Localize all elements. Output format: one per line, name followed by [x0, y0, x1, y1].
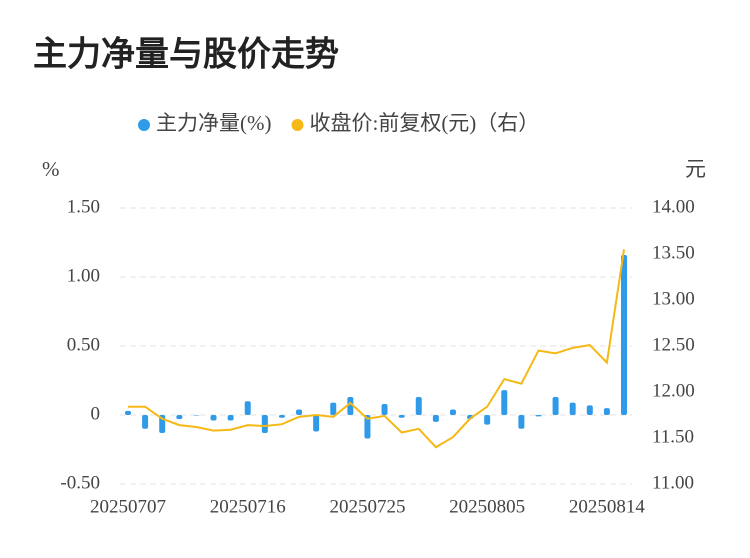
y-unit: % — [42, 157, 60, 181]
legend-marker — [291, 119, 304, 131]
x-tick-label: 20250814 — [569, 496, 646, 517]
x-tick-label: 20250707 — [90, 496, 166, 517]
legend-label: 收盘价:前复权(元)（右） — [309, 111, 539, 135]
legend-label: 主力净量(%) — [156, 111, 271, 135]
bar — [125, 410, 131, 415]
x-tick-label: 20250716 — [210, 496, 286, 517]
x-tick-label: 20250805 — [449, 496, 525, 517]
y2-tick-label: 12.00 — [652, 380, 695, 401]
legend-marker — [138, 119, 150, 131]
bar — [518, 415, 525, 429]
bar — [142, 415, 149, 429]
bar — [347, 397, 354, 415]
bar — [313, 415, 320, 432]
y-tick-label: 0.50 — [67, 334, 100, 355]
bar — [535, 415, 542, 417]
bar — [621, 254, 627, 415]
y-tick-label: 0 — [91, 403, 101, 424]
bar — [586, 405, 593, 415]
chart-title: 主力净量与股价走势 — [33, 35, 339, 75]
y2-tick-label: 13.50 — [652, 242, 695, 263]
bar — [364, 415, 371, 439]
bar — [330, 402, 337, 415]
y-tick-label: -0.50 — [60, 472, 100, 493]
price-line — [128, 249, 625, 449]
bar — [398, 415, 405, 418]
bar — [552, 397, 559, 415]
bar — [432, 415, 439, 422]
bar — [569, 402, 576, 415]
y2-tick-label: 12.50 — [652, 334, 695, 355]
bar — [501, 390, 508, 415]
bar — [484, 415, 491, 425]
bar — [278, 415, 285, 418]
y2-tick-label: 11.00 — [652, 472, 694, 493]
bar — [227, 415, 234, 421]
bar — [176, 415, 183, 420]
bar — [449, 409, 456, 415]
bar — [261, 415, 268, 433]
bar — [193, 415, 200, 416]
bar — [210, 415, 217, 421]
x-tick-label: 20250725 — [329, 496, 405, 517]
y2-tick-label: 11.50 — [652, 426, 694, 447]
y2-tick-label: 13.00 — [652, 288, 695, 309]
bar — [244, 401, 251, 415]
bar — [296, 409, 303, 415]
bar — [415, 397, 422, 415]
y-tick-label: 1.50 — [67, 196, 100, 217]
bar — [603, 408, 610, 415]
y-tick-label: 1.00 — [67, 265, 100, 286]
y2-tick-label: 14.00 — [652, 196, 695, 217]
y2-unit: 元 — [685, 157, 706, 181]
bar — [381, 403, 388, 415]
